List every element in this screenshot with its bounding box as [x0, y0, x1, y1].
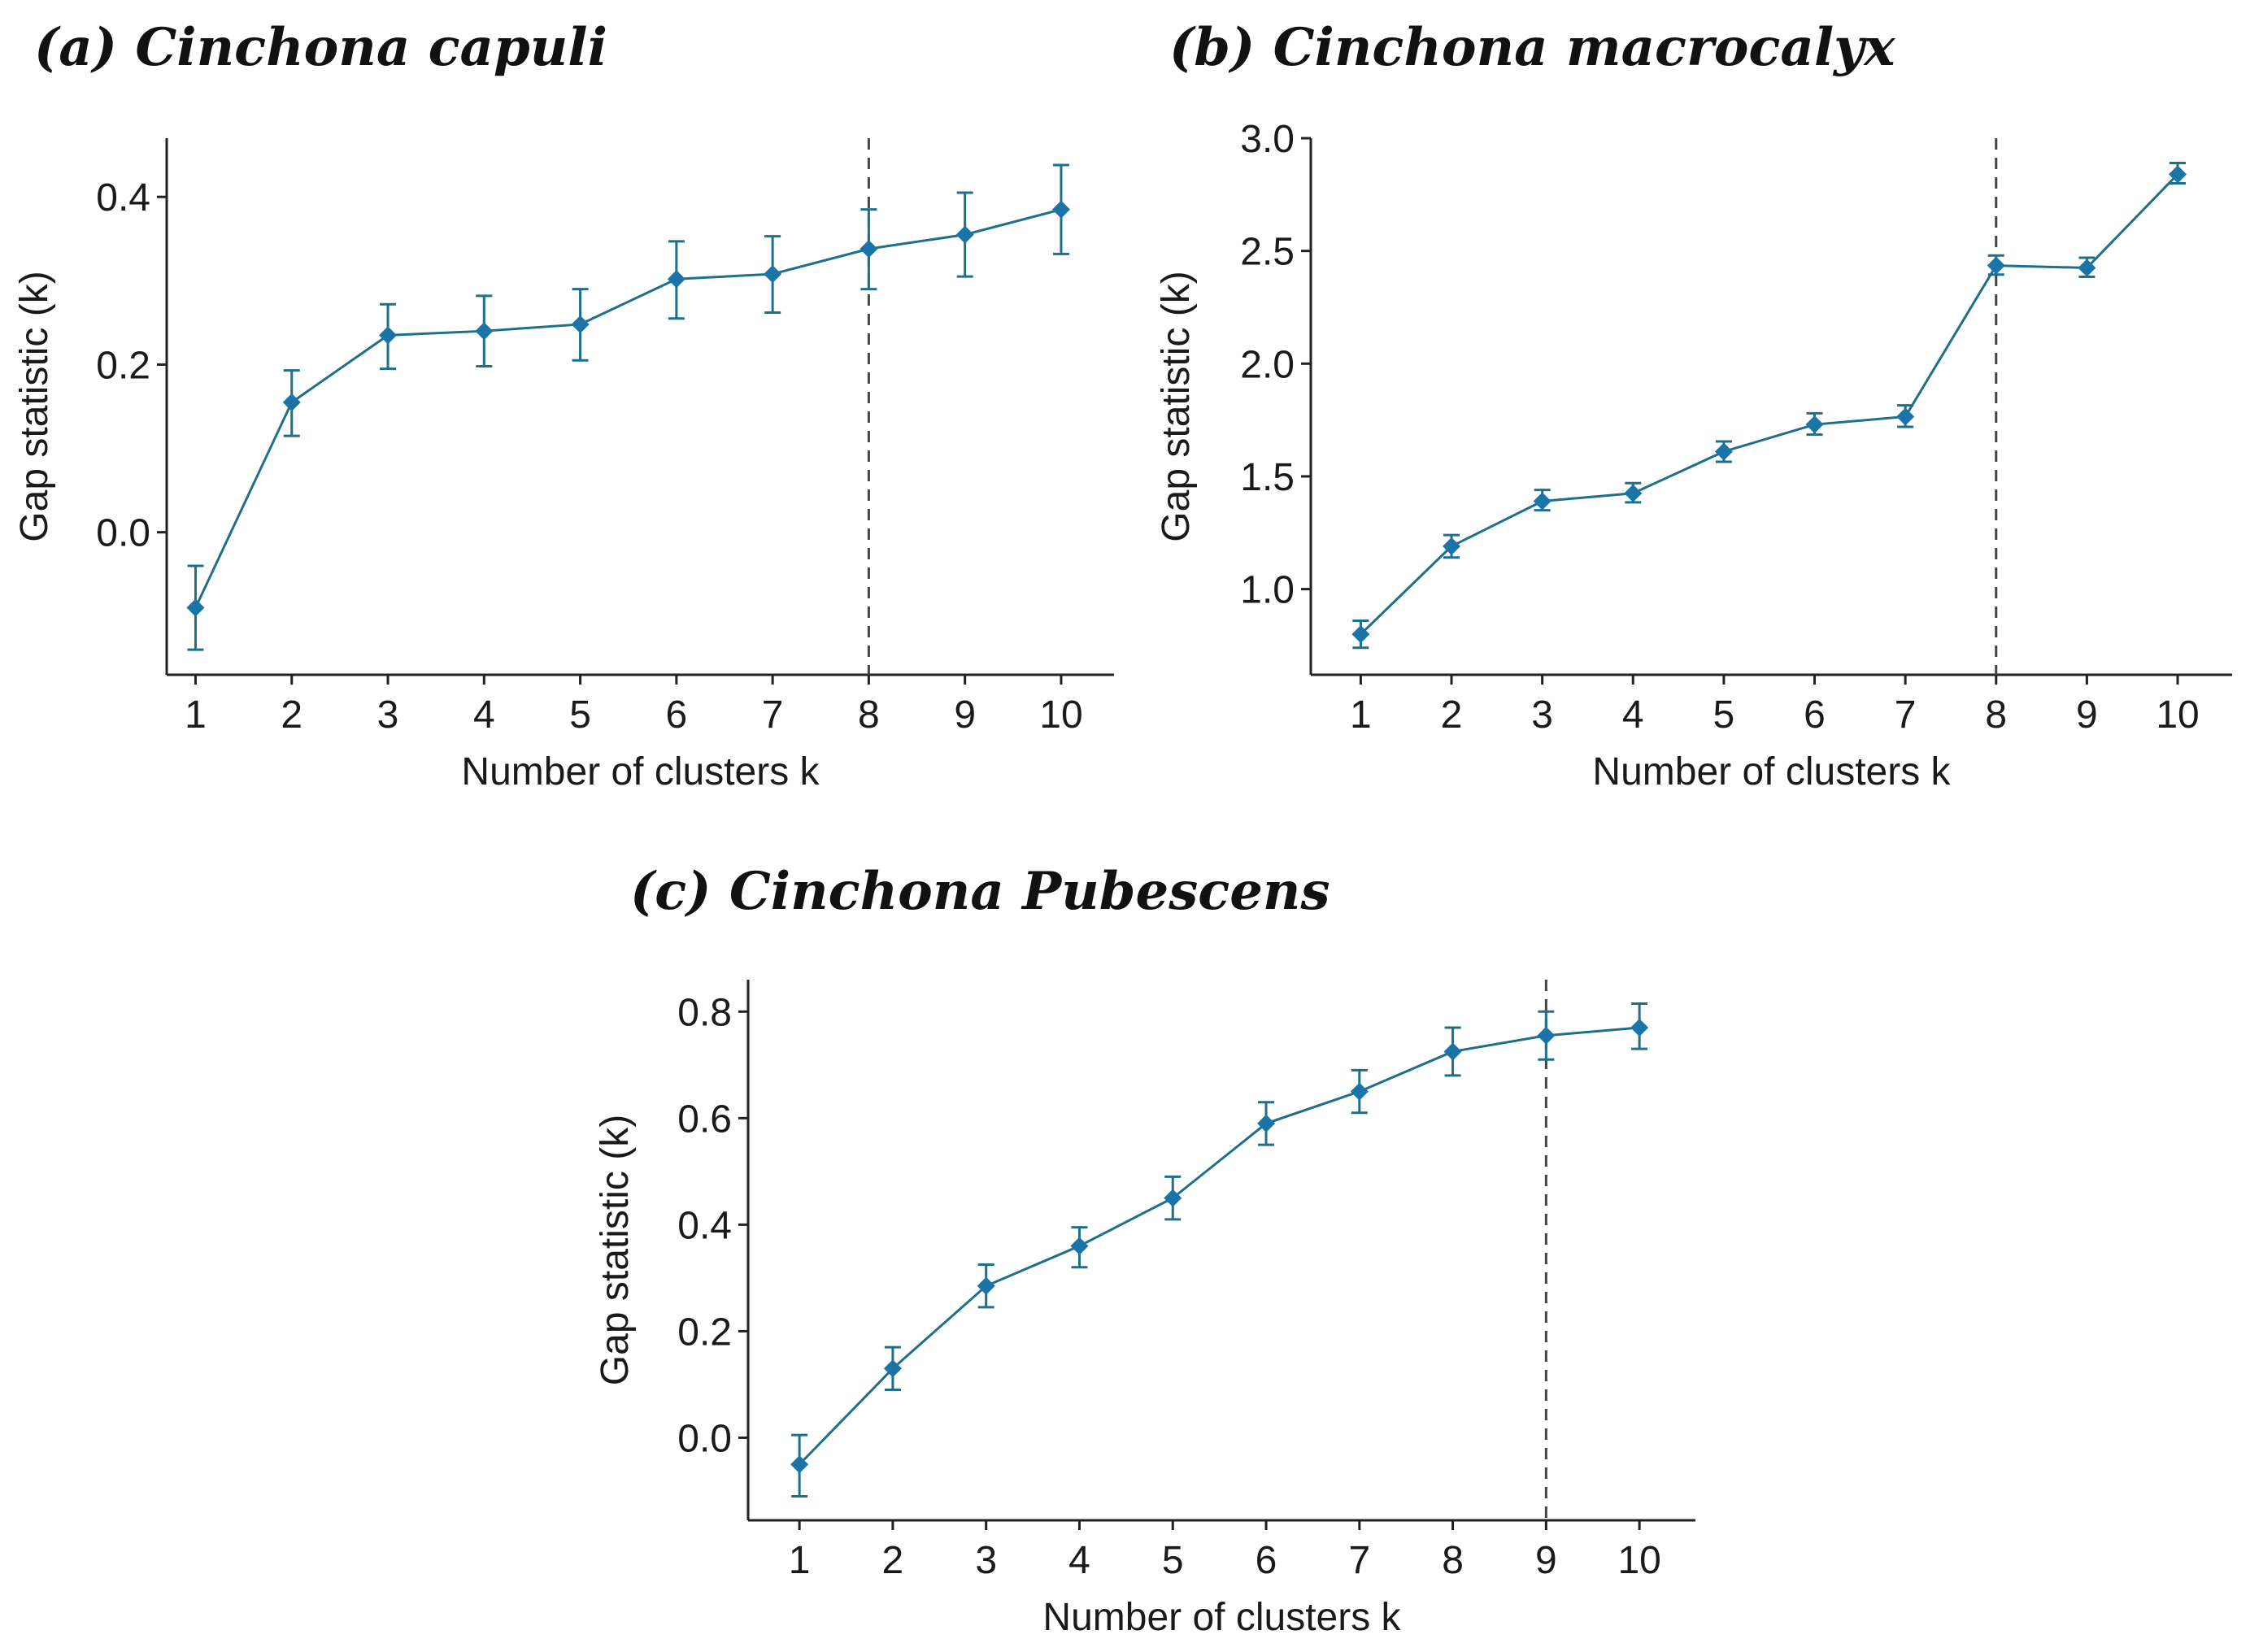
chart-panel-b: (b) Cinchona macrocalyx 1.0 1.5 2.0 2.5 3.0 1 2…	[1138, 0, 2250, 813]
chart-c-y-axis-title: Gap statistic (k)	[594, 1115, 637, 1385]
chart-c-data-point	[1070, 1237, 1089, 1255]
chart-a-data-point	[667, 270, 685, 289]
chart-a-svg: (a) Cinchona capuli 0.0 0.2 0.4 1 2 3 4 5 6 7 8 9 10 N…	[13, 17, 1114, 793]
chart-a-series-line	[194, 208, 1062, 609]
chart-a-x-tick-label: 7	[762, 693, 784, 737]
chart-b-x-tick-label: 8	[1985, 693, 2007, 737]
chart-b-data-point	[1987, 256, 2005, 275]
chart-b-data-point	[1714, 442, 1733, 461]
chart-b-y-tick-label: 3.0	[1240, 118, 1295, 161]
chart-b-x-tick-label: 4	[1622, 693, 1644, 737]
chart-a-data-point	[379, 326, 398, 345]
chart-a-x-tick-label: 4	[473, 693, 495, 737]
chart-a-title: (a) Cinchona capuli	[34, 17, 607, 78]
chart-b-data-point	[1533, 492, 1551, 511]
chart-a-data-point	[282, 393, 301, 411]
chart-a-x-tick-label: 1	[185, 693, 207, 737]
chart-b-x-tick-label: 9	[2076, 693, 2098, 737]
chart-c-data-point	[1630, 1018, 1649, 1037]
chart-c-x-axis-title: Number of clusters k	[1042, 1596, 1401, 1639]
chart-c-title: (c) Cinchona Pubescens	[630, 861, 1330, 922]
chart-a-y-axis-title: Gap statistic (k)	[13, 271, 56, 541]
chart-panel-a: (a) Cinchona capuli 0.0 0.2 0.4 1 2 3 4 5 6 7 8 9 10 N…	[0, 0, 1138, 813]
chart-b-y-tick-label: 2.0	[1240, 343, 1295, 386]
chart-c-y-tick-label: 0.4	[677, 1204, 732, 1247]
chart-a-x-tick-label: 6	[666, 693, 688, 737]
chart-a-y-tick-label: 0.0	[96, 512, 150, 555]
chart-b-y-axis-title: Gap statistic (k)	[1155, 271, 1198, 541]
chart-b-x-tick-label: 5	[1713, 693, 1735, 737]
chart-a-data-point	[955, 225, 974, 244]
chart-c-x-tick-label: 3	[975, 1539, 997, 1582]
chart-a-data-point	[764, 265, 782, 284]
chart-b-x-tick-label: 3	[1531, 693, 1553, 737]
chart-c-data-point	[1350, 1082, 1369, 1101]
chart-a-x-tick-label: 3	[377, 693, 399, 737]
chart-b-title: (b) Cinchona macrocalyx	[1169, 17, 1895, 78]
chart-b-data-point	[1896, 407, 1915, 426]
chart-b-series-line	[1360, 173, 2179, 636]
chart-c-data-point	[883, 1359, 902, 1378]
chart-c-data-point	[977, 1276, 995, 1295]
chart-c-x-tick-label: 7	[1348, 1539, 1370, 1582]
chart-c-x-tick-label: 5	[1162, 1539, 1184, 1582]
chart-a-x-tick-label: 2	[281, 693, 302, 737]
chart-a-x-tick-label: 10	[1039, 693, 1082, 737]
chart-b-data-point	[1805, 415, 1824, 434]
chart-b-x-axis-title: Number of clusters k	[1592, 750, 1951, 793]
chart-c-x-tick-label: 10	[1617, 1539, 1660, 1582]
chart-c-x-tick-label: 1	[789, 1539, 811, 1582]
chart-c-y-tick-label: 0.2	[677, 1311, 732, 1354]
chart-b-x-tick-label: 7	[1895, 693, 1917, 737]
chart-b-data-point	[1624, 484, 1643, 502]
chart-c-y-tick-label: 0.6	[677, 1098, 732, 1141]
chart-a-data-point	[1051, 200, 1070, 219]
chart-b-data-point	[2169, 165, 2187, 184]
chart-b-y-tick-label: 2.5	[1240, 231, 1295, 274]
chart-b-x-tick-label: 10	[2156, 693, 2199, 737]
chart-c-svg: (c) Cinchona Pubescens 0.0 0.2 0.4 0.6 0.8 1 2 3…	[594, 861, 1695, 1639]
chart-a-x-axis-title: Number of clusters k	[461, 750, 820, 793]
chart-a-x-tick-label: 8	[858, 693, 880, 737]
chart-a-data-point	[860, 240, 878, 259]
chart-c-x-tick-label: 9	[1535, 1539, 1557, 1582]
chart-b-data-point	[1351, 625, 1370, 644]
chart-b-x-tick-label: 6	[1804, 693, 1826, 737]
chart-c-x-tick-label: 8	[1442, 1539, 1464, 1582]
chart-a-y-tick-label: 0.2	[96, 344, 150, 387]
chart-a-x-tick-label: 5	[569, 693, 591, 737]
chart-panel-c: (c) Cinchona Pubescens 0.0 0.2 0.4 0.6 0.8 1 2 3…	[569, 846, 1708, 1652]
chart-c-data-point	[1164, 1189, 1182, 1207]
chart-c-x-tick-label: 4	[1068, 1539, 1090, 1582]
chart-b-svg: (b) Cinchona macrocalyx 1.0 1.5 2.0 2.5 3.0 1 2…	[1155, 17, 2232, 793]
chart-c-data-point	[790, 1455, 809, 1474]
chart-a-y-tick-label: 0.4	[96, 176, 150, 220]
chart-c-series-line	[799, 1026, 1640, 1466]
chart-b-x-tick-label: 1	[1350, 693, 1372, 737]
chart-b-y-tick-label: 1.0	[1240, 569, 1295, 612]
chart-a-data-point	[186, 598, 205, 617]
chart-a-data-point	[475, 322, 494, 341]
chart-c-x-tick-label: 6	[1256, 1539, 1277, 1582]
chart-b-x-tick-label: 2	[1441, 693, 1463, 737]
chart-c-data-point	[1257, 1114, 1276, 1132]
chart-b-data-point	[1443, 537, 1461, 555]
chart-c-data-point	[1537, 1026, 1556, 1045]
chart-a-x-tick-label: 9	[954, 693, 976, 737]
chart-c-y-tick-label: 0.0	[677, 1417, 732, 1460]
chart-c-data-point	[1443, 1042, 1462, 1061]
chart-b-y-tick-label: 1.5	[1240, 456, 1295, 499]
chart-c-x-tick-label: 2	[882, 1539, 904, 1582]
chart-a-data-point	[571, 315, 590, 333]
chart-b-data-point	[2078, 259, 2096, 277]
chart-c-y-tick-label: 0.8	[677, 991, 732, 1034]
